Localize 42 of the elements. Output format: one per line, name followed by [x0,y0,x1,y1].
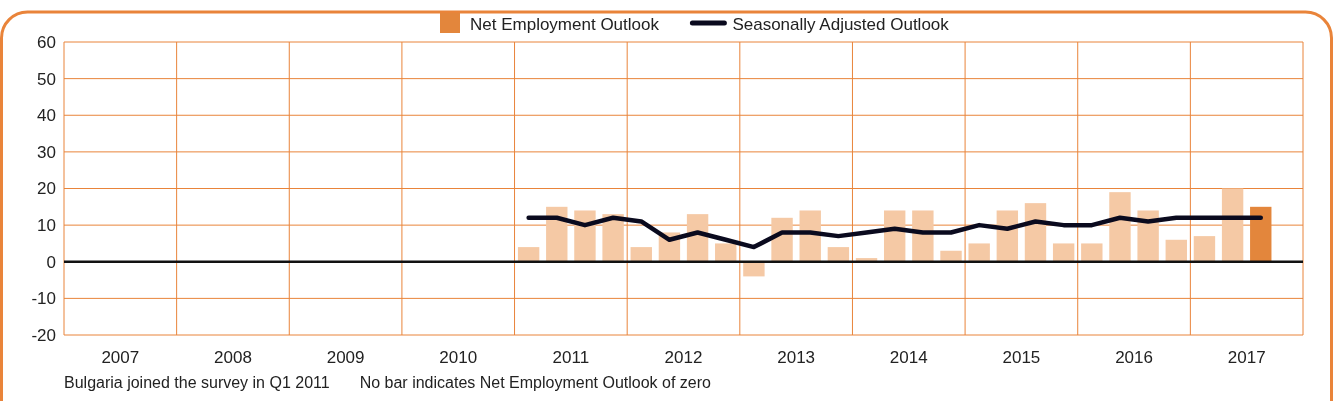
bar [1081,243,1103,262]
x-tick-label: 2010 [439,348,478,367]
y-tick-label: 40 [37,106,56,126]
y-tick-label: 20 [37,179,56,199]
y-tick-label: 60 [37,32,56,52]
bar [517,247,540,262]
y-tick-label: 50 [37,69,56,89]
x-tick-label: 2012 [664,348,703,367]
x-tick-label: 2011 [552,348,590,367]
bar [1193,236,1216,262]
bar [602,214,624,262]
bar [968,243,990,262]
x-tick-label: 2009 [326,348,365,367]
bar [1221,188,1244,262]
x-tick-label: 2008 [214,348,252,367]
text: Bulgaria joined the survey in Q1 2011 [64,374,330,391]
line-series [526,215,1264,250]
bar [630,247,652,262]
y-tick-label: 10 [37,216,56,236]
bar [912,210,934,262]
x-tick-label: 2007 [101,348,140,367]
bar [1052,243,1075,262]
x-tick-label: 2017 [1227,348,1266,367]
legend-label: Seasonally Adjusted Outlook [732,15,950,35]
text: No bar indicates Net Employment Outlook of zero [359,374,712,391]
x-tick-label: 2014 [889,348,928,367]
bar [1109,192,1131,262]
x-tick-label: 2015 [1002,348,1041,367]
bar [1165,239,1187,262]
bar [940,250,962,262]
x-tick-label: 2016 [1115,348,1153,367]
x-tick-label: 2013 [777,348,816,367]
y-tick-label: 30 [37,142,56,162]
bar [715,243,737,262]
bar [743,261,765,277]
legend-label: Net Employment Outlook [470,15,660,35]
y-tick-label: -20 [31,325,56,345]
y-tick-label: 0 [46,252,56,272]
y-tick-label: -10 [31,289,56,309]
bar [1137,210,1159,262]
bar [827,247,850,262]
bar [574,210,596,262]
